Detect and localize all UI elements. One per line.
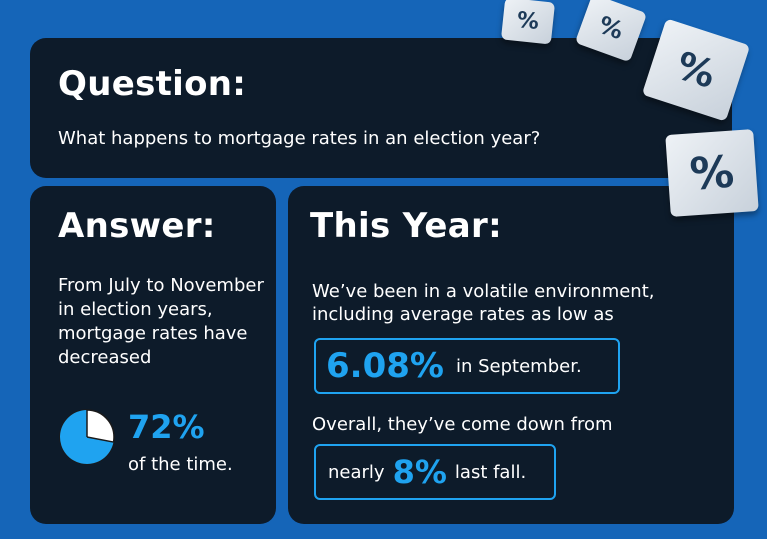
last-fall-rate-box: nearly 8% last fall.: [314, 444, 556, 500]
september-rate-suffix: in September.: [455, 355, 582, 377]
answer-card: Answer: From July to November in electio…: [30, 186, 276, 524]
question-title: Question:: [58, 64, 247, 104]
question-card: Question: What happens to mortgage rates…: [30, 38, 732, 178]
pie-divider: [86, 436, 114, 443]
pie-chart-icon: [59, 409, 115, 465]
september-rate-box: 6.08% in September.: [314, 338, 620, 394]
last-fall-rate-value: 8%: [392, 453, 447, 491]
last-fall-rate-suffix: last fall.: [454, 461, 527, 483]
answer-text: From July to November in election years,…: [58, 275, 264, 368]
answer-title: Answer:: [58, 206, 216, 246]
this-year-card: This Year: We’ve been in a volatile envi…: [288, 186, 734, 524]
answer-stat-caption: of the time.: [128, 454, 233, 475]
question-text: What happens to mortgage rates in an ele…: [58, 128, 541, 149]
this-year-title: This Year:: [310, 206, 502, 246]
answer-stat-value: 72%: [128, 408, 205, 446]
last-fall-rate-prefix: nearly: [328, 461, 385, 483]
percent-block-icon: %: [500, 0, 556, 45]
percent-block-icon: %: [665, 129, 759, 217]
this-year-text-2: Overall, they’ve come down from: [312, 414, 613, 435]
this-year-text-1: We’ve been in a volatile environment, in…: [312, 281, 655, 325]
september-rate-value: 6.08%: [326, 346, 444, 386]
